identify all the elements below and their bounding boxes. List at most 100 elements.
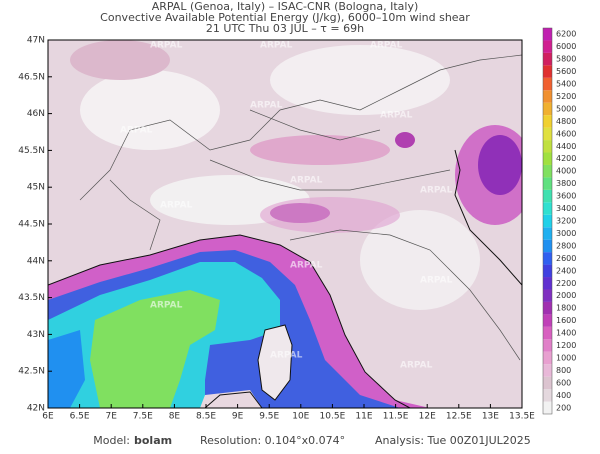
watermark: ARPAL: [270, 351, 303, 361]
header-line: ARPAL (Genoa, Italy) – ISAC-CNR (Bologna…: [152, 0, 419, 13]
colorbar-cell: [543, 140, 552, 153]
colorbar-cell: [543, 401, 552, 414]
colorbar-cell: [543, 102, 552, 116]
colorbar-cell: [543, 164, 552, 178]
colorbar-label: 200: [556, 403, 571, 412]
colorbar-label: 2000: [556, 291, 576, 300]
colorbar-label: 3800: [556, 179, 576, 188]
footer-resolution: Resolution: 0.104°x0.074°: [200, 434, 345, 447]
colorbar-label: 1400: [556, 329, 576, 338]
lat-label: 46.5N: [18, 72, 45, 82]
footer-model-label: Model:: [93, 434, 130, 447]
watermark: ARPAL: [290, 176, 323, 186]
lon-label: 13.5E: [509, 412, 535, 422]
lon-label: 10.5E: [320, 412, 346, 422]
colorbar-cell: [543, 40, 552, 53]
dynamic: 47N 46.5N 46N 45.5N 45N 44.5N 44N 43.5N 43N 42.5N…: [18, 27, 576, 422]
watermark: ARPAL: [160, 201, 193, 211]
colorbar-cell: [543, 239, 552, 253]
colorbar-label: 5400: [556, 80, 576, 89]
lon-label: 8E: [169, 412, 181, 422]
colorbar-cell: [543, 364, 552, 377]
colorbar-label: 5200: [556, 92, 576, 101]
lon-label: 7E: [105, 412, 117, 422]
colorbar-label: 1000: [556, 353, 576, 362]
lat-label: 43N: [27, 330, 45, 340]
lon-label: 10E: [292, 412, 309, 422]
lat-label: 47N: [27, 36, 45, 46]
watermark: ARPAL: [370, 41, 403, 51]
colorbar-label: 6200: [556, 30, 576, 39]
colorbar-cell: [543, 227, 552, 240]
watermark: ARPAL: [420, 276, 453, 286]
colorbar-label: 4200: [556, 154, 576, 163]
colorbar-cell: [543, 289, 552, 302]
lon-label: 11E: [355, 412, 372, 422]
colorbar-label: 5600: [556, 67, 576, 76]
colorbar-cell: [543, 65, 552, 78]
colorbar-cell: [543, 90, 552, 103]
lon-label: 12.5E: [446, 412, 472, 422]
colorbar-cell: [543, 252, 552, 265]
colorbar-label: 600: [556, 378, 571, 387]
colorbar-cell: [543, 202, 552, 215]
lat-label: 45.5N: [18, 146, 45, 156]
watermark: ARPAL: [400, 361, 433, 371]
colorbar-label: 5000: [556, 104, 576, 113]
colorbar-label: 400: [556, 391, 571, 400]
lon-label: 12E: [419, 412, 436, 422]
lon-label: 6.5E: [70, 412, 90, 422]
header-line: 21 UTC Thu 03 JUL – τ = 69h: [206, 22, 364, 35]
colorbar-cell: [543, 189, 552, 203]
lon-label: 6E: [42, 412, 54, 422]
colorbar-cell: [543, 326, 552, 340]
watermark: ARPAL: [420, 186, 453, 196]
colorbar-label: 4800: [556, 117, 576, 126]
lat-label: 42N: [27, 404, 45, 414]
colorbar-label: 4000: [556, 167, 576, 176]
colorbar-label: 6000: [556, 42, 576, 51]
colorbar-label: 3200: [556, 217, 576, 226]
colorbar-frame: [542, 27, 553, 415]
colorbar-label: 2800: [556, 241, 576, 250]
lon-label: 7.5E: [133, 412, 153, 422]
colorbar-cell: [543, 115, 552, 128]
colorbar-cell: [543, 52, 552, 66]
watermark: ARPAL: [150, 41, 183, 51]
colorbar-label: 3600: [556, 192, 576, 201]
colorbar-label: 4600: [556, 129, 576, 138]
watermark: ARPAL: [380, 111, 413, 121]
colorbar-cell: [543, 389, 552, 402]
colorbar-cell: [543, 376, 552, 390]
colorbar-cell: [543, 177, 552, 190]
lat-label: 43.5N: [18, 293, 45, 303]
colorbar-cell: [543, 152, 552, 165]
colorbar-cell: [543, 77, 552, 91]
watermark: ARPAL: [260, 41, 293, 51]
watermark: ARPAL: [120, 126, 153, 136]
lon-label: 8.5E: [196, 412, 216, 422]
colorbar-label: 2400: [556, 266, 576, 275]
colorbar-cell: [543, 277, 552, 290]
colorbar-cell: [543, 28, 552, 41]
colorbar-cell: [543, 301, 552, 315]
lat-label: 45N: [27, 183, 45, 193]
colorbar-label: 3400: [556, 204, 576, 213]
header-line: Convective Available Potential Energy (J…: [100, 11, 470, 24]
colorbar-cell: [543, 214, 552, 228]
lat-label: 44N: [27, 256, 45, 266]
colorbar-label: 5800: [556, 55, 576, 64]
colorbar-label: 1600: [556, 316, 576, 325]
watermark: ARPAL: [150, 301, 183, 311]
footer-model: bolam: [134, 434, 172, 447]
colorbar-cell: [543, 339, 552, 352]
watermark: ARPAL: [290, 261, 323, 271]
colorbar-label: 800: [556, 366, 571, 375]
colorbar-label: 2200: [556, 279, 576, 288]
colorbar-label: 4400: [556, 142, 576, 151]
colorbar-label: 1200: [556, 341, 576, 350]
colorbar-label: 2600: [556, 254, 576, 263]
colorbar-cell: [543, 264, 552, 278]
footer-analysis: Analysis: Tue 00Z01JUL2025: [375, 434, 531, 447]
